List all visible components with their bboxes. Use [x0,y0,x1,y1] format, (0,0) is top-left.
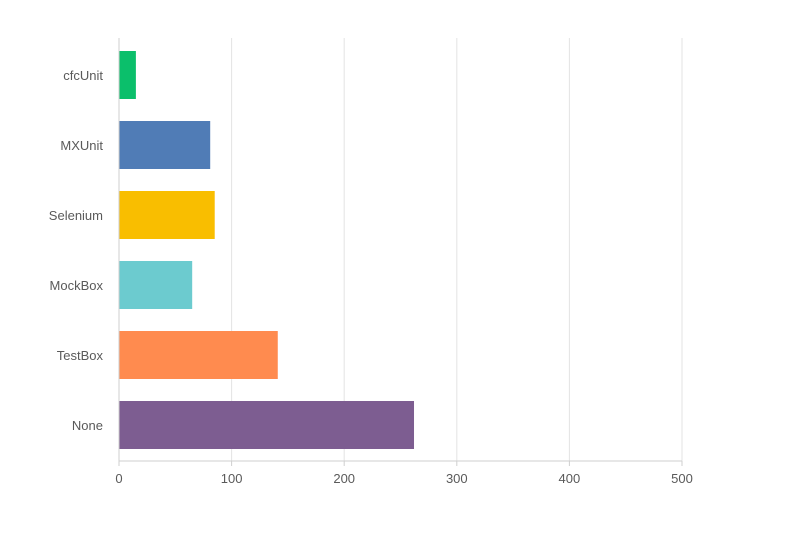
bar-cfcunit [119,51,136,99]
x-tick-label: 100 [221,471,243,486]
axes [118,38,683,466]
bar-testbox [119,331,278,379]
bar-selenium [119,191,215,239]
bar-mxunit [119,121,211,169]
x-tick-label: 200 [333,471,355,486]
category-label-cfcunit: cfcUnit [63,68,103,83]
x-tick-labels: 0 100 200 300 400 500 [115,471,692,486]
category-labels: cfcUnit MXUnit Selenium MockBox TestBox None [49,68,104,433]
category-label-testbox: TestBox [57,348,104,363]
category-label-none: None [72,418,103,433]
category-label-mockbox: MockBox [50,278,104,293]
x-tick-label: 400 [559,471,581,486]
bar-none [119,401,415,449]
x-tick-label: 0 [115,471,122,486]
category-label-selenium: Selenium [49,208,103,223]
bar-mockbox [119,261,193,309]
bars [119,51,415,449]
gridlines [231,38,683,461]
x-tick-label: 500 [671,471,693,486]
category-label-mxunit: MXUnit [60,138,103,153]
x-tick-label: 300 [446,471,468,486]
